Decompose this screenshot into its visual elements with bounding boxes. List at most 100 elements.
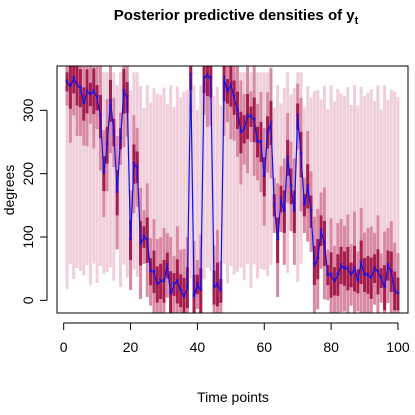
band-column xyxy=(369,89,373,291)
data-point: * xyxy=(105,141,109,150)
y-axis: 0 100 200 300 xyxy=(20,98,48,304)
data-point: * xyxy=(65,78,69,87)
data-point: * xyxy=(296,113,300,122)
band-column xyxy=(302,107,306,218)
band-column xyxy=(162,87,166,294)
data-point: * xyxy=(179,287,183,296)
band-column xyxy=(356,105,360,294)
band-column xyxy=(249,72,253,288)
band-column xyxy=(276,85,280,253)
data-point: * xyxy=(212,284,216,293)
data-point: * xyxy=(339,262,343,271)
data-point: * xyxy=(246,113,250,122)
x-tick-label: 0 xyxy=(60,339,68,355)
data-point: * xyxy=(78,84,82,93)
band-column xyxy=(319,99,323,244)
data-point: * xyxy=(302,201,306,210)
band-column xyxy=(172,106,176,298)
data-point: * xyxy=(373,265,377,274)
band-column xyxy=(202,72,206,280)
data-point: * xyxy=(236,106,240,115)
band-column xyxy=(393,91,397,304)
band-column xyxy=(332,101,336,294)
data-point: * xyxy=(249,113,253,122)
x-tick-label: 40 xyxy=(190,339,206,355)
band-column xyxy=(85,72,89,266)
data-point: * xyxy=(145,236,149,245)
band-column xyxy=(232,72,236,275)
data-point: * xyxy=(292,208,296,217)
data-point: * xyxy=(172,281,176,290)
y-tick-label: 200 xyxy=(20,162,36,186)
band-column xyxy=(215,86,219,298)
data-point: * xyxy=(229,81,233,90)
data-point: * xyxy=(346,265,350,274)
data-point: * xyxy=(329,271,333,280)
data-point: * xyxy=(189,72,193,81)
data-point: * xyxy=(276,236,280,245)
band-column xyxy=(222,72,226,264)
band-column xyxy=(68,72,72,265)
band-column xyxy=(346,87,350,282)
data-point: * xyxy=(225,87,229,96)
band-column xyxy=(373,101,377,282)
data-point: * xyxy=(262,173,266,182)
band-column xyxy=(272,107,276,218)
data-point: * xyxy=(272,201,276,210)
data-point: * xyxy=(165,262,169,271)
band-column xyxy=(329,85,333,288)
data-point: * xyxy=(366,271,370,280)
data-point: * xyxy=(349,271,353,280)
data-point: * xyxy=(369,274,373,283)
x-tick-label: 100 xyxy=(386,339,410,355)
data-point: * xyxy=(269,119,273,128)
data-point: * xyxy=(242,125,246,134)
data-point: * xyxy=(202,75,206,84)
band-column xyxy=(366,92,370,288)
y-tick-label: 300 xyxy=(20,98,36,122)
band-column xyxy=(179,97,183,304)
band-column xyxy=(65,72,69,92)
data-point: * xyxy=(239,129,243,138)
band-column xyxy=(205,66,209,97)
band-column xyxy=(108,72,112,268)
data-point: * xyxy=(92,87,96,96)
band-column xyxy=(349,105,353,288)
data-point: * xyxy=(192,293,196,302)
data-point: * xyxy=(125,94,129,103)
band-column xyxy=(112,72,116,281)
band-column xyxy=(95,72,99,283)
data-point: * xyxy=(182,293,186,302)
data-point: * xyxy=(326,271,330,280)
band-column xyxy=(229,72,233,266)
band-column xyxy=(149,102,153,285)
band-column xyxy=(92,72,96,264)
band-column xyxy=(125,72,129,278)
band-column xyxy=(129,90,133,253)
band-column xyxy=(326,109,330,288)
band-column xyxy=(279,103,283,212)
band-column xyxy=(383,85,387,301)
band-column xyxy=(219,105,223,304)
data-point: * xyxy=(256,138,260,147)
data-point: * xyxy=(379,274,383,283)
data-point: * xyxy=(95,94,99,103)
x-axis: 0 20 40 60 80 100 xyxy=(60,322,410,355)
data-point: * xyxy=(129,236,133,245)
data-point: * xyxy=(389,268,393,277)
band-column xyxy=(396,97,400,307)
band-column xyxy=(68,66,72,109)
band-column xyxy=(266,72,270,277)
band-column xyxy=(242,72,246,281)
y-tick-label: 0 xyxy=(20,296,36,304)
data-point: * xyxy=(386,262,390,271)
data-point: * xyxy=(383,284,387,293)
data-point: * xyxy=(169,290,173,299)
x-tick-label: 80 xyxy=(323,339,339,355)
data-point: * xyxy=(205,72,209,81)
band-column xyxy=(165,103,169,279)
band-column xyxy=(236,72,240,272)
band-column xyxy=(119,72,123,288)
x-tick-label: 60 xyxy=(256,339,272,355)
